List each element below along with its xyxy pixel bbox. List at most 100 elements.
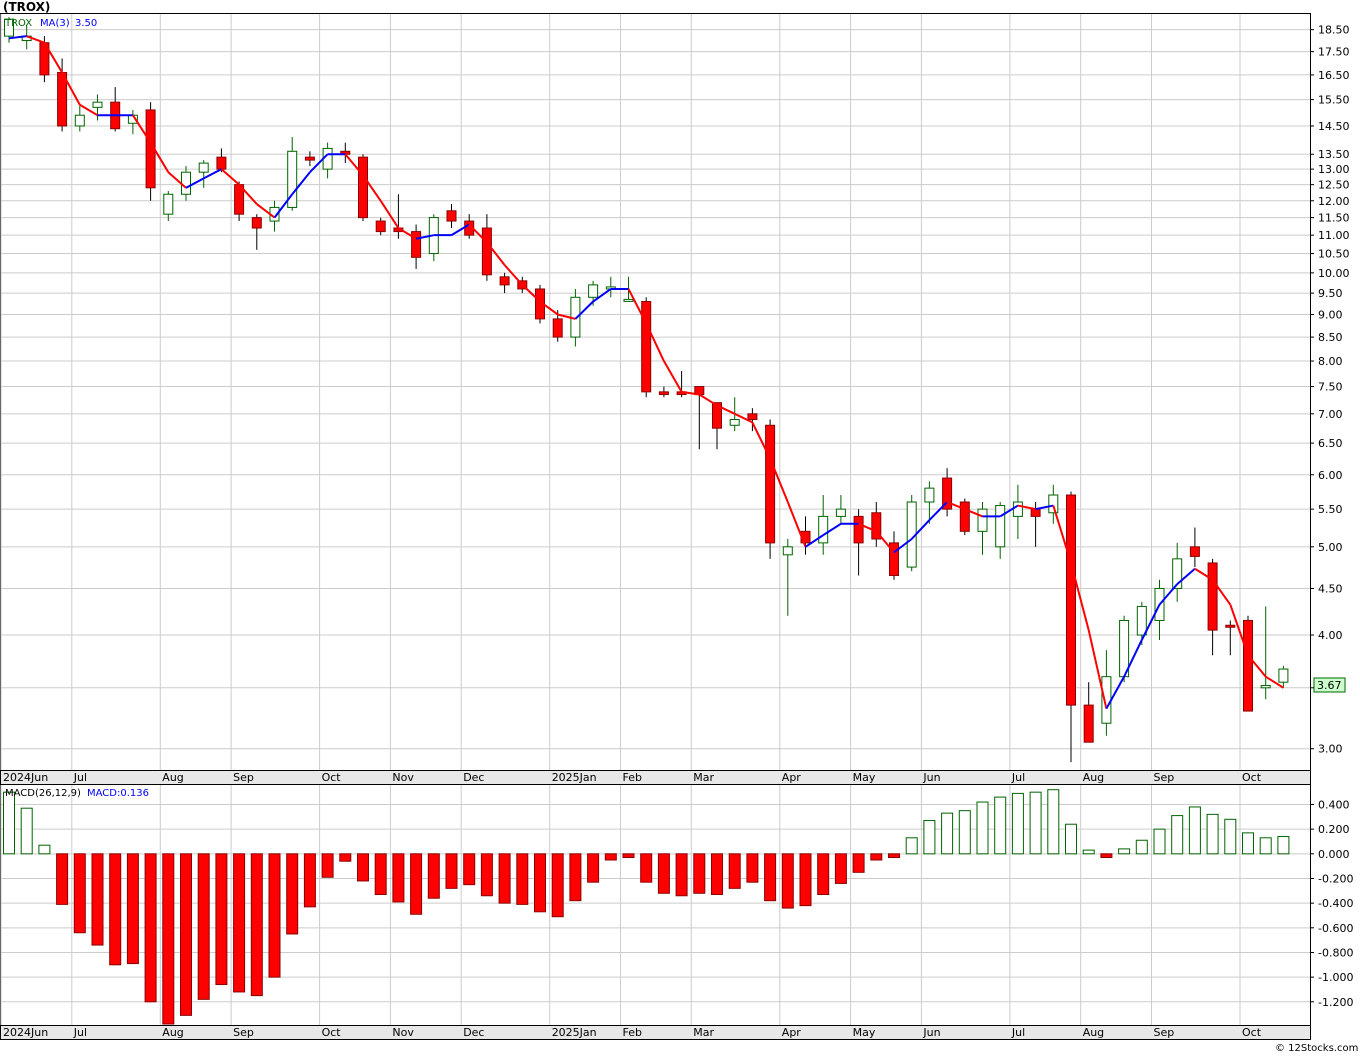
candle-down xyxy=(942,477,953,510)
candle-up xyxy=(782,546,793,556)
candle-down xyxy=(747,413,758,421)
price-tick-label: 15.50 xyxy=(1318,94,1350,107)
ma-segment xyxy=(167,171,187,189)
ma-segment xyxy=(291,171,311,195)
ma-segment xyxy=(468,223,488,244)
candle-down xyxy=(552,318,563,338)
month-label: Jul xyxy=(1011,771,1025,784)
macd-bar-positive xyxy=(905,837,918,855)
macd-tick-label: 0.400 xyxy=(1318,798,1350,811)
month-label: Oct xyxy=(322,1026,342,1039)
month-label: May xyxy=(853,771,876,784)
macd-tick-label: 0.000 xyxy=(1318,848,1350,861)
month-label: Jun xyxy=(922,771,940,784)
month-label: Aug xyxy=(162,771,183,784)
macd-bar-positive xyxy=(1188,806,1201,855)
month-label: Oct xyxy=(322,771,342,784)
macd-tick-label: 0.200 xyxy=(1318,823,1350,836)
month-label: Aug xyxy=(162,1026,183,1039)
ma-segment xyxy=(1247,654,1267,678)
candle-down xyxy=(1189,546,1200,557)
macd-bar-negative xyxy=(286,853,299,935)
candle-up xyxy=(4,18,14,37)
site-credit: © 12Stocks.com xyxy=(1275,1043,1358,1054)
price-tick-label: 5.00 xyxy=(1318,541,1343,554)
macd-bar-negative xyxy=(144,853,157,1003)
price-tick-label: 5.50 xyxy=(1318,503,1343,516)
price-tick-label: 6.50 xyxy=(1318,437,1343,450)
ma-segment xyxy=(309,153,329,173)
month-label: 2024Jun xyxy=(3,1026,48,1039)
macd-panel xyxy=(0,784,1311,1026)
ma-segment xyxy=(1052,505,1072,564)
month-label: Dec xyxy=(463,771,484,784)
ma-segment xyxy=(592,288,612,303)
macd-bar-positive xyxy=(1047,789,1060,855)
ma-segment xyxy=(220,168,240,186)
macd-bar-negative xyxy=(711,853,723,896)
price-tick-label: 6.00 xyxy=(1318,469,1343,482)
candle-up xyxy=(835,508,846,517)
candle-down xyxy=(641,301,652,393)
macd-bar-negative xyxy=(427,853,440,899)
ma-segment xyxy=(1229,604,1249,656)
macd-bar-positive xyxy=(923,820,936,855)
macd-bar-negative xyxy=(321,853,334,878)
macd-bar-negative xyxy=(268,853,281,978)
macd-bar-positive xyxy=(976,801,989,855)
ma-segment xyxy=(344,153,364,176)
macd-bar-negative xyxy=(888,853,900,859)
macd-bar-negative xyxy=(410,853,423,915)
price-tick-label: 13.00 xyxy=(1318,163,1350,176)
macd-bar-negative xyxy=(728,853,741,889)
macd-bar-negative xyxy=(746,853,759,883)
ma-segment xyxy=(256,203,276,219)
month-label: Apr xyxy=(782,771,802,784)
price-tick-label: 7.50 xyxy=(1318,381,1343,394)
macd-month-strip xyxy=(0,1025,1311,1040)
macd-bar-negative xyxy=(852,853,865,873)
candle-up xyxy=(1278,668,1289,683)
month-label: Sep xyxy=(233,1026,254,1039)
macd-bar-negative xyxy=(551,853,564,918)
ma-segment xyxy=(26,35,45,44)
macd-bar-positive xyxy=(958,810,971,855)
macd-bar-positive xyxy=(1277,836,1290,855)
candle-down xyxy=(1030,508,1041,517)
ma-segment xyxy=(1070,562,1090,631)
macd-bar-negative xyxy=(1100,853,1113,859)
candle-down xyxy=(251,217,262,229)
macd-bar-negative xyxy=(73,853,86,934)
candle-up xyxy=(287,150,298,208)
price-tick-label: 10.50 xyxy=(1318,248,1350,261)
price-tick-label: 17.50 xyxy=(1318,46,1350,59)
macd-bar-negative xyxy=(534,853,546,913)
ma-segment xyxy=(681,390,700,396)
macd-bar-negative xyxy=(569,853,582,902)
candle-down xyxy=(853,515,864,544)
candle-down xyxy=(216,156,227,170)
macd-bar-positive xyxy=(1065,823,1077,855)
macd-bar-negative xyxy=(109,853,122,966)
candle-down xyxy=(712,402,722,429)
macd-bar-positive xyxy=(1206,813,1219,855)
month-label: Jul xyxy=(73,771,87,784)
month-label: 2024Jun xyxy=(3,771,48,784)
macd-bar-negative xyxy=(126,853,139,965)
candle-up xyxy=(92,101,103,108)
price-tick-label: 11.00 xyxy=(1318,229,1350,242)
candle-down xyxy=(499,276,510,286)
ma-segment xyxy=(521,284,541,303)
macd-bar-positive xyxy=(1082,849,1095,855)
macd-bar-negative xyxy=(303,853,316,908)
ma-segment xyxy=(43,42,63,74)
ma-segment xyxy=(627,288,648,324)
ma-segment xyxy=(557,313,576,320)
macd-tick-label: -0.200 xyxy=(1318,872,1353,885)
ma-segment xyxy=(946,501,966,511)
macd-bar-negative xyxy=(870,853,883,861)
price-tick-label: 16.50 xyxy=(1318,69,1350,82)
candle-up xyxy=(1048,494,1059,514)
ma-segment xyxy=(132,114,152,144)
chart-title: (TROX) xyxy=(3,0,50,14)
